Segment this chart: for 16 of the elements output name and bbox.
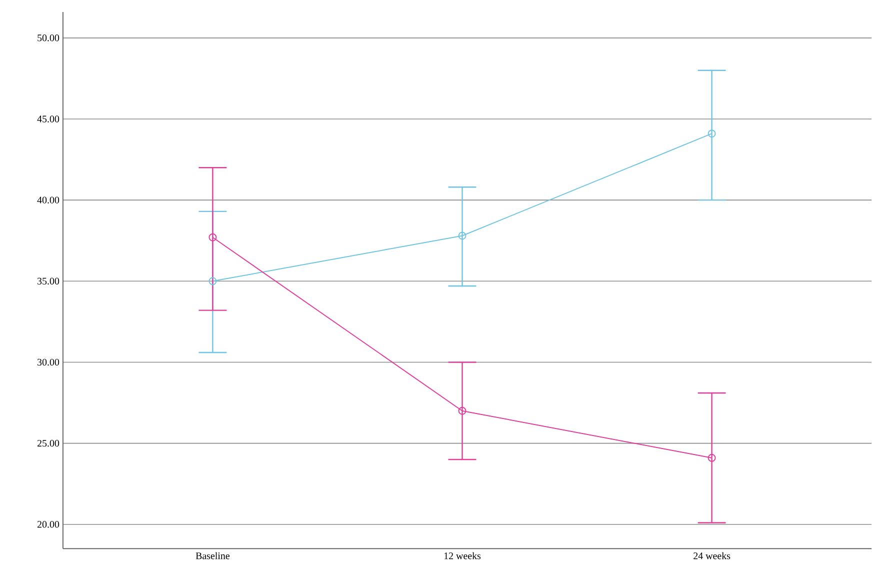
x-tick-label: Baseline bbox=[196, 552, 230, 560]
y-tick-label: 35.00 bbox=[38, 278, 60, 285]
y-tick-label: 50.00 bbox=[38, 34, 60, 42]
point bbox=[208, 277, 217, 286]
y-tick-label: 40.00 bbox=[37, 196, 60, 204]
point bbox=[708, 130, 716, 138]
point bbox=[458, 232, 466, 240]
point bbox=[458, 407, 466, 416]
x-tick-label: 12 weeks bbox=[444, 552, 481, 560]
y-tick-label: 25.00 bbox=[37, 440, 60, 447]
y-tick-label: 45.00 bbox=[37, 116, 60, 123]
point bbox=[708, 454, 716, 462]
point bbox=[208, 234, 217, 242]
y-tick-label: 20.00 bbox=[37, 521, 60, 528]
y-tick-label: 30.00 bbox=[38, 358, 60, 366]
x-tick-label: 24 weeks bbox=[694, 552, 730, 560]
